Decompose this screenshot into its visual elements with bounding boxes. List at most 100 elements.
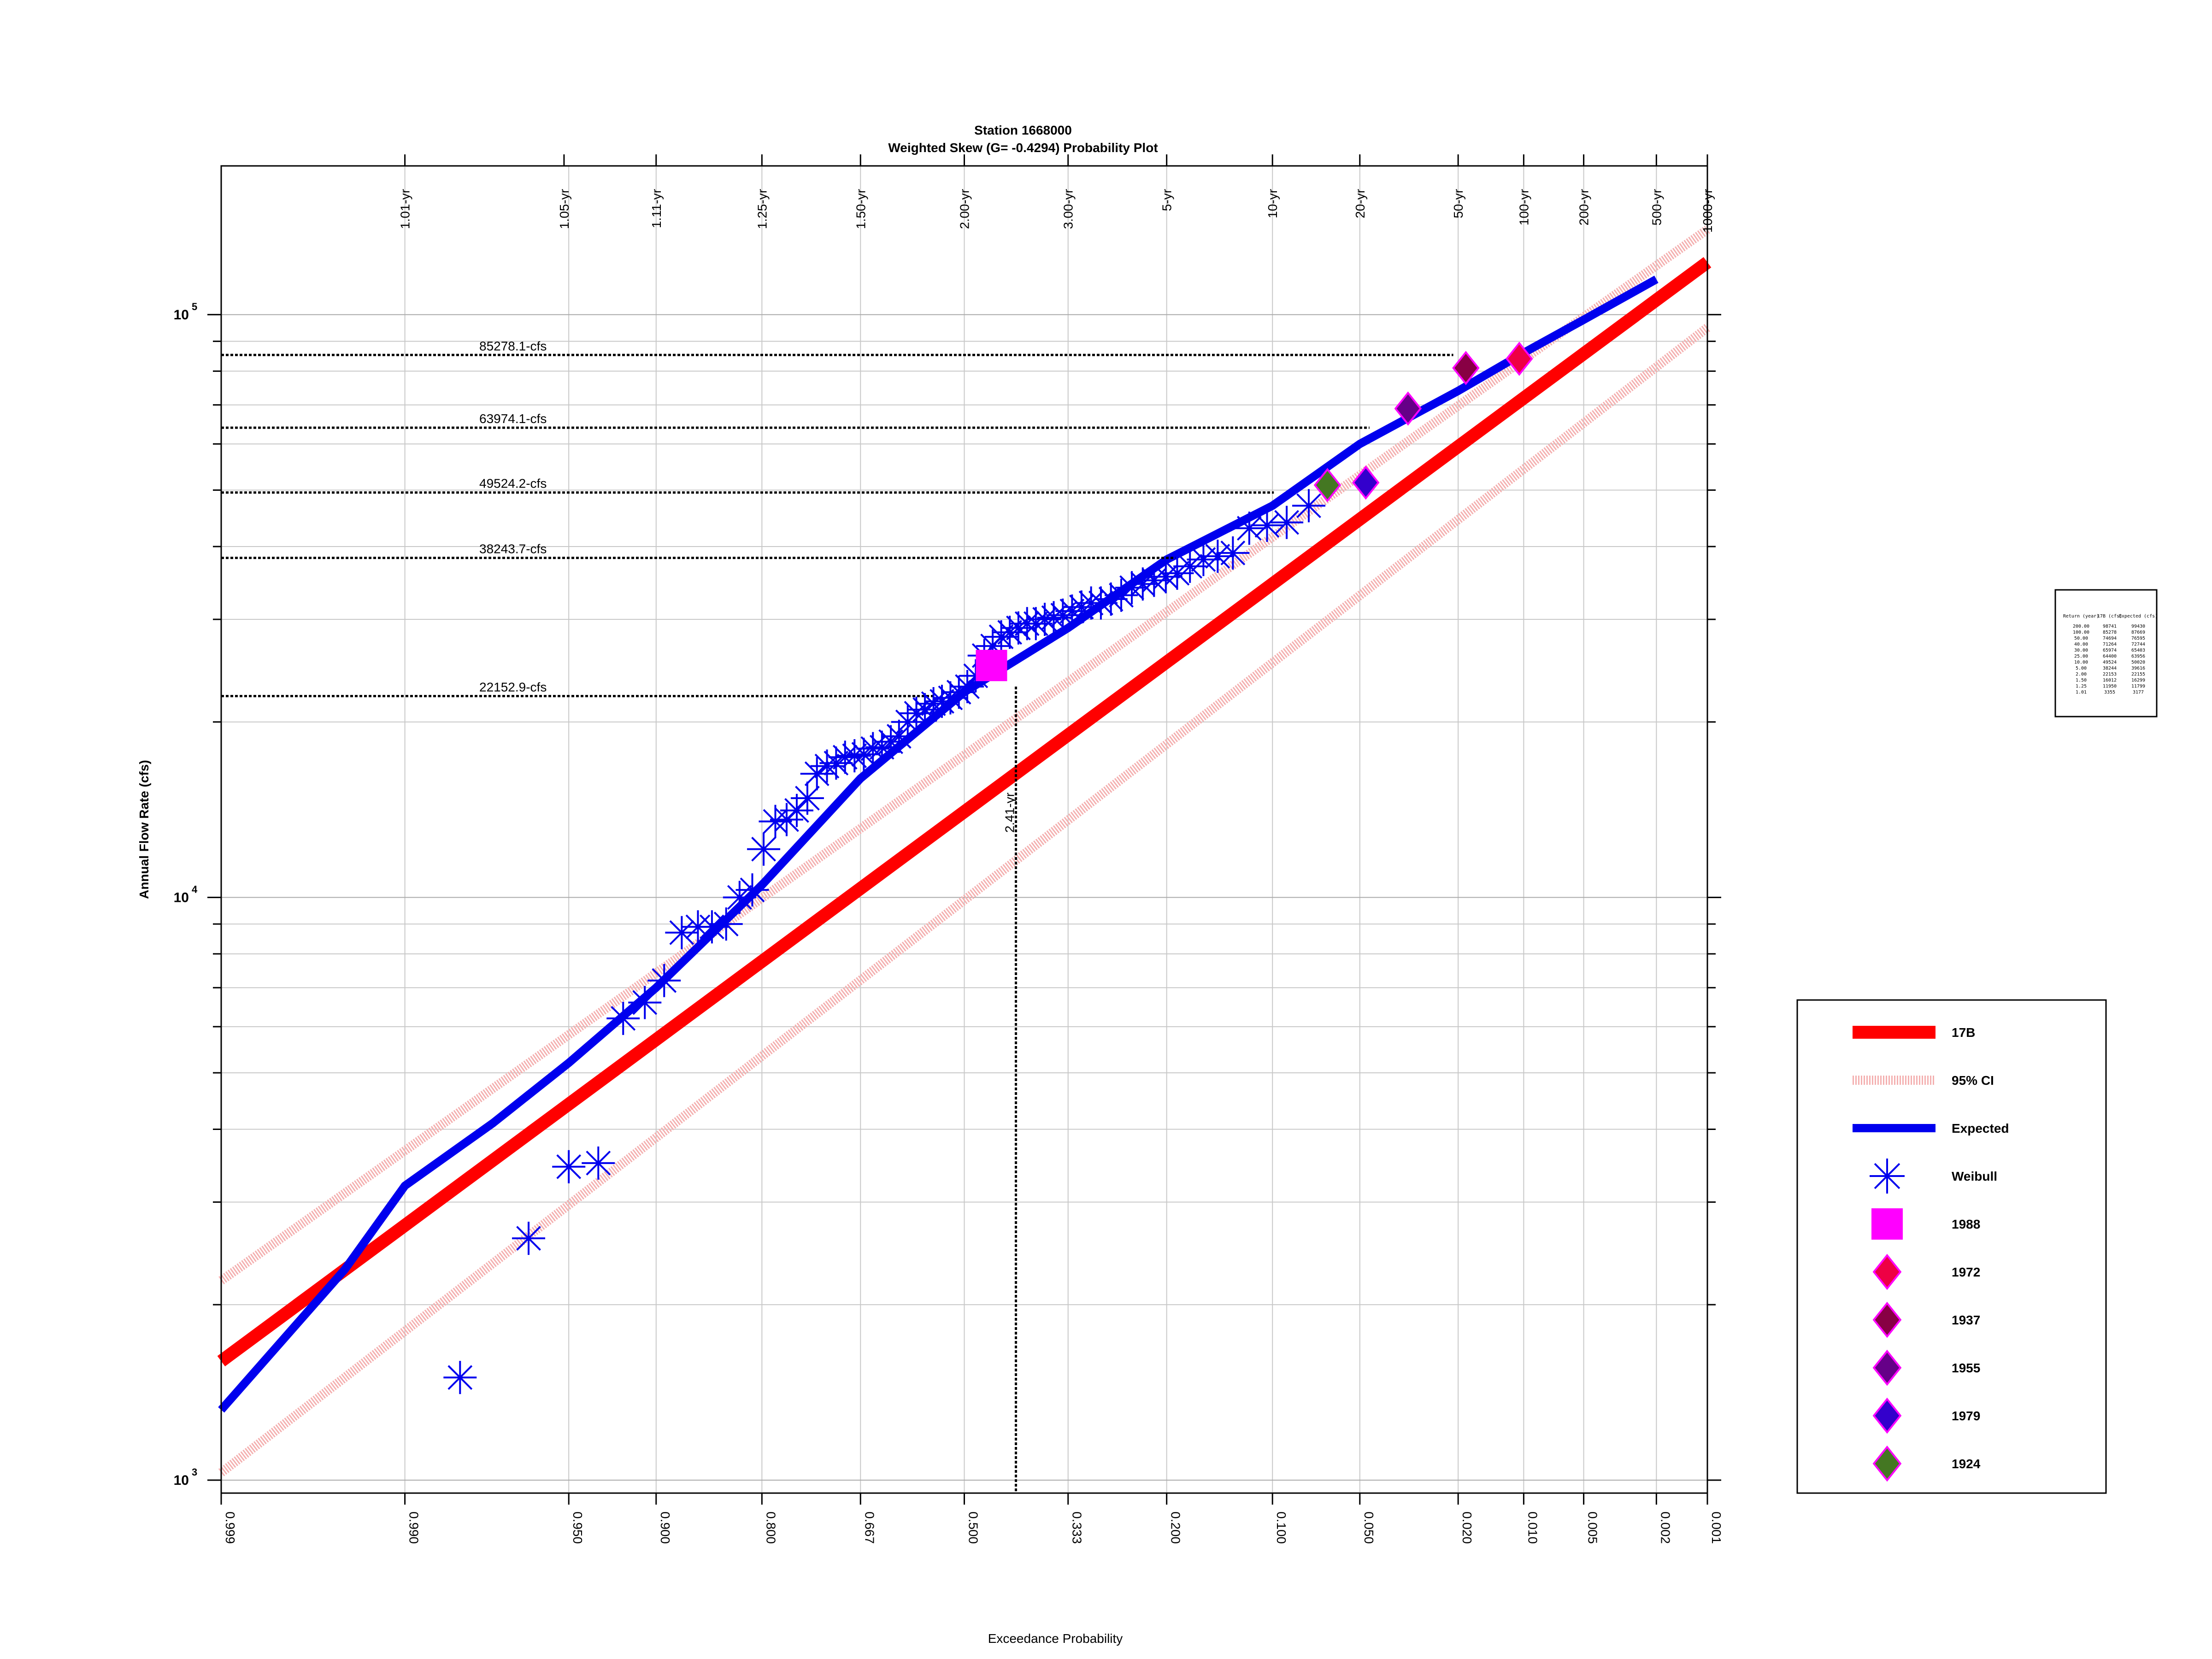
inset-cell: 3355 [2104, 690, 2115, 695]
weibull-point [984, 620, 1018, 653]
top-tick-label: 20-yr [1353, 189, 1367, 218]
x-tick-label: 0.500 [966, 1512, 981, 1544]
weibull-point [709, 907, 743, 941]
inset-cell: 87669 [2131, 630, 2145, 635]
x-tick-label: 0.010 [1525, 1512, 1540, 1544]
x-tick-label: 0.800 [764, 1512, 778, 1544]
weibull-point [1216, 536, 1250, 570]
inset-table: Return (year)17B (cfs)Expected (cfs) 200.… [2054, 589, 2158, 718]
inset-cell: 98741 [2103, 624, 2117, 629]
ref-line-label: 63974.1-cfs [479, 412, 547, 426]
y-tick-label: 10 [174, 890, 189, 905]
legend-label: 95% CI [1952, 1073, 1994, 1088]
weibull-point [512, 1222, 546, 1255]
top-tick-label: 200-yr [1577, 189, 1591, 225]
ci-upper-line [218, 225, 1710, 1284]
weibull-point [628, 986, 662, 1019]
inset-cell: 99430 [2131, 624, 2145, 629]
inset-cell: 10.00 [2074, 660, 2088, 665]
legend-swatch [1872, 1349, 1902, 1386]
legend-swatch [1870, 1159, 1905, 1194]
inset-cell: 22155 [2131, 672, 2145, 677]
inset-cell: 65403 [2131, 648, 2145, 653]
weibull-point [1292, 489, 1325, 523]
top-tick-label: 100-yr [1517, 189, 1531, 225]
point-1979 [1352, 465, 1380, 500]
legend-label: Expected [1952, 1121, 2009, 1135]
inset-cell: 38244 [2103, 666, 2117, 671]
x-tick-label: 0.020 [1460, 1512, 1474, 1544]
point-1955 [1394, 391, 1422, 426]
point-1937 [1452, 351, 1480, 385]
inset-cell: 25.00 [2074, 654, 2088, 659]
inset-cell: 64400 [2103, 654, 2117, 659]
x-tick-label: 0.950 [571, 1512, 585, 1544]
inset-cell: 72744 [2131, 642, 2145, 647]
marker-line-label: 2.41-yr [1003, 793, 1017, 833]
ref-line-label: 38243.7-cfs [479, 542, 547, 556]
grid-lines [221, 166, 1708, 1493]
inset-cell: 30.00 [2074, 648, 2088, 653]
point-1972 [1506, 341, 1533, 376]
legend-swatch [1872, 1445, 1902, 1482]
x-tick-label: 0.001 [1709, 1512, 1724, 1544]
inset-cell: 3177 [2133, 690, 2144, 695]
weibull-point [735, 873, 769, 907]
inset-cell: 63956 [2131, 654, 2145, 659]
x-tick-label: 0.050 [1362, 1512, 1376, 1544]
y-tick-exponent: 4 [192, 883, 198, 895]
inset-cell: 76595 [2131, 636, 2145, 641]
line-17b [217, 257, 1712, 1366]
x-tick-label: 0.100 [1274, 1512, 1288, 1544]
inset-cell: 200.00 [2073, 624, 2089, 629]
y-tick-exponent: 3 [192, 1466, 197, 1478]
inset-cell: 39616 [2131, 666, 2145, 671]
weibull-point [552, 1150, 586, 1183]
legend-swatch [1872, 1253, 1902, 1290]
weibull-point [443, 1361, 477, 1394]
top-tick-label: 1.50-yr [853, 189, 868, 229]
x-tick-label: 0.200 [1169, 1512, 1183, 1544]
legend-swatch [1871, 1208, 1903, 1240]
inset-cell: 49524 [2103, 660, 2117, 665]
legend-swatch [1872, 1301, 1902, 1338]
weibull-point [1173, 549, 1207, 583]
x-tick-label: 0.667 [862, 1512, 877, 1544]
inset-cell: 40.00 [2074, 642, 2088, 647]
weibull-point [790, 782, 824, 815]
inset-cell: 100.00 [2073, 630, 2089, 635]
inset-header: 17B (cfs) [2097, 614, 2122, 619]
top-tick-label: 5-yr [1160, 189, 1174, 211]
inset-cell: 1.01 [2076, 690, 2087, 695]
weibull-point [874, 725, 908, 759]
inset-cell: 50.00 [2074, 636, 2088, 641]
legend-label: 17B [1952, 1025, 1975, 1040]
weibull-point [993, 616, 1027, 649]
x-axis-title: Exceedance Probability [988, 1631, 1123, 1646]
inset-cell: 50020 [2131, 660, 2145, 665]
top-tick-label: 3.00-yr [1061, 189, 1076, 229]
legend-label: 1988 [1952, 1217, 1980, 1231]
top-tick-label: 2.00-yr [958, 189, 972, 229]
inset-header: Expected (cfs) [2119, 614, 2158, 619]
axes: 0.999 0.990 0.950 0.900 0.800 0.667 0.500 0.333… [174, 154, 1724, 1544]
top-tick-label: 10-yr [1265, 189, 1280, 218]
weibull-point [647, 964, 681, 997]
x-tick-label: 0.990 [407, 1512, 421, 1544]
x-tick-label: 0.002 [1658, 1512, 1672, 1544]
inset-cell: 1.50 [2076, 678, 2087, 683]
y-axis-title: Annual Flow Rate (cfs) [137, 760, 151, 899]
weibull-point [723, 881, 756, 914]
top-tick-label: 1.11-yr [649, 189, 664, 228]
reference-lines: 85278.1-cfs 63974.1-cfs 49524.2-cfs 38243.7… [221, 339, 1453, 1493]
ci-band [218, 225, 1711, 1477]
weibull-point [1187, 543, 1220, 577]
legend-label: 1924 [1952, 1457, 1981, 1471]
inset-header: Return (year) [2063, 614, 2099, 619]
x-tick-label: 0.900 [658, 1512, 672, 1544]
weibull-point [1270, 506, 1304, 539]
top-tick-label: 500-yr [1649, 189, 1664, 225]
weibull-point [606, 1001, 640, 1035]
top-tick-label: 1.01-yr [398, 189, 412, 229]
